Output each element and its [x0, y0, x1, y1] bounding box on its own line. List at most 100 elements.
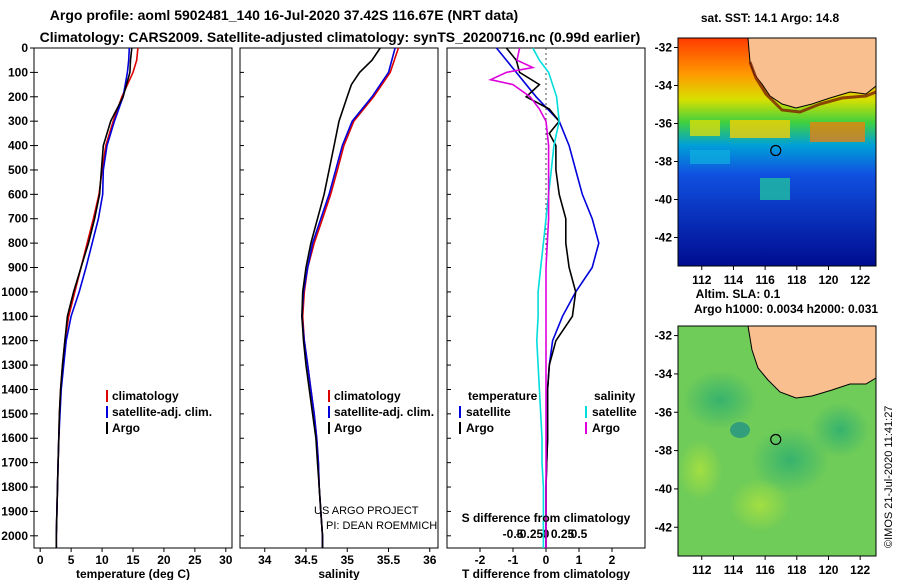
sla-map-frame — [677, 325, 877, 557]
sst-map-frame — [677, 37, 877, 267]
lat-tick-label: -36 — [655, 405, 673, 419]
sst-warm-patch — [730, 120, 790, 138]
x-tick-label: 20 — [157, 553, 171, 567]
credit-pi: PI: DEAN ROEMMICH — [326, 520, 437, 532]
pressure-tick-label: 800 — [8, 236, 28, 250]
difference-legend: temperature salinity satellite Argo sate… — [459, 389, 637, 435]
lat-tick-label: -42 — [655, 520, 673, 534]
series-argo — [301, 47, 381, 548]
legend-s-satellite-label: satellite — [592, 405, 637, 419]
series-satellite-adj-clim- — [301, 47, 396, 548]
sla-map-title: Altim. SLA: 0.1 — [696, 287, 781, 301]
legend-temperature-heading: temperature — [468, 389, 538, 403]
lat-tick-label: -36 — [655, 117, 673, 131]
sla-map — [677, 325, 877, 557]
pressure-tick-label: 700 — [8, 212, 28, 226]
legend-s-argo-label: Argo — [592, 421, 620, 435]
lon-tick-label: 116 — [755, 273, 775, 287]
lat-tick-label: -32 — [655, 329, 673, 343]
lon-tick-label: 122 — [850, 563, 870, 577]
x-tick-label: 34.5 — [294, 553, 318, 567]
x-tick-label: -2 — [475, 553, 486, 567]
s-diff-tick-label: 0.25 — [551, 527, 575, 541]
lon-tick-label: 114 — [724, 563, 744, 577]
pressure-tick-label: 100 — [8, 65, 28, 79]
lon-tick-label: 122 — [850, 273, 870, 287]
x-tick-label: 0 — [37, 553, 44, 567]
x-tick-label: 15 — [126, 553, 140, 567]
legend-t-satellite-label: satellite — [466, 405, 511, 419]
s-diff-tick-label: -0.25 — [516, 527, 544, 541]
sst-warm-patch — [690, 120, 720, 136]
legend-salinity-heading: salinity — [594, 389, 636, 403]
pressure-tick-label: 1900 — [1, 504, 28, 518]
lon-tick-label: 116 — [755, 563, 775, 577]
x-tick-label: 35.5 — [377, 553, 401, 567]
t-difference-axis-label: T difference from climatology — [462, 567, 630, 580]
legend-satellite-label: satellite-adj. clim. — [112, 405, 212, 419]
s-diff-tick-label: -0.5 — [503, 527, 524, 541]
sst-map-title: sat. SST: 14.1 Argo: 14.8 — [701, 11, 840, 25]
pressure-tick-label: 1000 — [1, 285, 28, 299]
pressure-tick-label: 1800 — [1, 480, 28, 494]
temperature-legend: climatology satellite-adj. clim. Argo — [106, 389, 212, 435]
s-diff-tick-label: 0.5 — [571, 527, 588, 541]
pressure-tick-label: 900 — [8, 261, 28, 275]
salinity-axis-label: salinity — [318, 567, 360, 580]
x-tick-label: 35 — [341, 553, 355, 567]
salinity-legend: climatology satellite-adj. clim. Argo — [328, 389, 434, 435]
series-temperature-satellite — [495, 47, 600, 548]
lon-tick-label: 120 — [818, 563, 838, 577]
sla-anomaly — [810, 402, 870, 458]
x-tick-label: 5 — [68, 553, 75, 567]
sst-warm-patch — [810, 122, 865, 142]
pressure-tick-label: 1500 — [1, 407, 28, 421]
lon-tick-label: 118 — [787, 273, 807, 287]
sst-cool-patch — [690, 150, 730, 164]
sla-anomaly — [682, 370, 758, 430]
series-satellite-adj-clim- — [55, 47, 131, 548]
figure-title-line1: Argo profile: aoml 5902481_140 16-Jul-20… — [50, 7, 518, 23]
x-tick-label: 36 — [423, 553, 437, 567]
x-tick-label: 0 — [543, 553, 550, 567]
lon-tick-label: 120 — [818, 273, 838, 287]
pressure-tick-label: 1700 — [1, 456, 28, 470]
x-tick-label: 1 — [576, 553, 583, 567]
pressure-axis: 0 100 200 300 400 500 600 700 800 900 1000 1100 1200… — [1, 41, 34, 543]
salinity-panel-frame — [239, 47, 439, 549]
sla-low — [730, 422, 750, 438]
x-tick-label: 10 — [95, 553, 109, 567]
pressure-tick-label: 400 — [8, 139, 28, 153]
lon-tick-label: 114 — [724, 273, 744, 287]
pressure-tick-label: 600 — [8, 187, 28, 201]
argo-position-marker — [770, 144, 782, 157]
temperature-axis-label: temperature (deg C) — [76, 567, 190, 580]
temperature-panel-frame — [33, 47, 233, 549]
series-argo — [55, 47, 133, 548]
x-tick-label: 2 — [609, 553, 616, 567]
shelf-contour — [748, 61, 877, 114]
temperature-chart: 0 5 10 15 20 25 30 — [34, 47, 233, 567]
series-climatology — [55, 47, 139, 548]
lat-tick-label: -42 — [655, 231, 673, 245]
sst-map — [677, 37, 877, 267]
credit-project: US ARGO PROJECT — [314, 505, 419, 517]
sst-map-axes: 112 114 116 118 120 122 -32 -34 -36 -38 -40 -42 — [655, 41, 871, 288]
lat-tick-label: -40 — [655, 193, 673, 207]
s-difference-axis-label: S difference from climatology — [462, 511, 631, 525]
lon-tick-label: 112 — [692, 273, 712, 287]
legend-climatology-label: climatology — [112, 389, 179, 403]
lat-tick-label: -40 — [655, 482, 673, 496]
pressure-tick-label: 300 — [8, 114, 28, 128]
legend-satellite-label: satellite-adj. clim. — [334, 405, 434, 419]
x-tick-label: 34 — [258, 553, 272, 567]
argo-position-marker — [770, 433, 782, 446]
pressure-tick-label: 200 — [8, 90, 28, 104]
lat-tick-label: -32 — [655, 41, 673, 55]
legend-climatology-label: climatology — [334, 389, 401, 403]
lat-tick-label: -38 — [655, 444, 673, 458]
pressure-tick-label: 0 — [21, 41, 28, 55]
series-salinity-satellite — [532, 47, 561, 548]
